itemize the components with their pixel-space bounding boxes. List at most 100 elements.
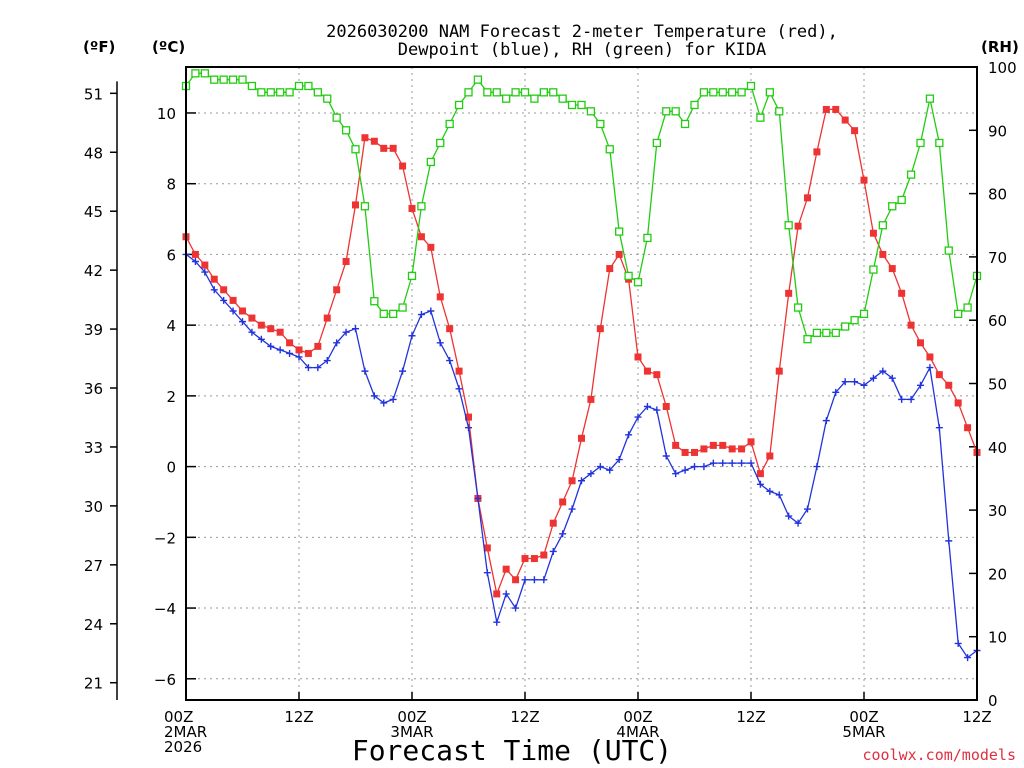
dewpoint-point — [634, 413, 642, 421]
temperature-point — [530, 555, 538, 563]
temperature-point — [191, 250, 199, 258]
dewpoint-point — [860, 381, 868, 389]
rh-point — [520, 88, 530, 97]
rh-point — [897, 195, 906, 205]
temperature-point — [691, 448, 698, 456]
temperature-point — [568, 477, 576, 485]
dewpoint-point — [540, 576, 548, 584]
dewpoint-point — [709, 459, 717, 467]
time-tick-label: 12Z — [736, 708, 765, 726]
rh-point — [822, 328, 831, 338]
time-tick-label: 00Z — [164, 708, 193, 726]
chart-title-line1: 2026030200 NAM Forecast 2-meter Temperat… — [326, 22, 838, 42]
celsius-tick-label: 10 — [157, 105, 176, 123]
temperature-point — [201, 261, 209, 269]
temperature-point — [672, 441, 680, 449]
temperature-point — [700, 445, 708, 453]
rh-point — [238, 75, 247, 84]
temperature-point — [945, 381, 953, 389]
dewpoint-point — [502, 590, 510, 598]
dewpoint-point — [568, 505, 576, 513]
temperature-point — [361, 134, 369, 142]
temperature-point — [239, 307, 246, 315]
celsius-tick-label: −6 — [154, 671, 176, 689]
dewpoint-point — [917, 381, 924, 389]
rh-point — [285, 88, 294, 97]
temperature-point — [756, 470, 764, 478]
fahrenheit-tick-label: 21 — [84, 675, 103, 693]
rh-tick-label: 10 — [988, 629, 1007, 647]
rh-unit-label: (RH) — [981, 38, 1019, 56]
dewpoint-point — [257, 335, 265, 343]
dewpoint-point — [276, 346, 284, 354]
temperature-point — [559, 498, 567, 506]
dewpoint-point — [888, 374, 896, 382]
dewpoint-point — [493, 618, 501, 626]
rh-point — [257, 88, 266, 97]
rh-point — [775, 107, 784, 116]
rh-point — [360, 202, 370, 211]
rh-point — [643, 233, 652, 243]
dewpoint-point — [879, 367, 887, 375]
temperature-point — [220, 286, 228, 294]
temperature-point — [907, 321, 915, 329]
temperature-point — [446, 325, 454, 333]
dewpoint-point — [596, 463, 604, 471]
rh-point — [511, 88, 520, 97]
rh-point — [756, 113, 765, 122]
rh-point — [671, 107, 680, 116]
rh-point — [944, 246, 953, 255]
rh-point — [445, 119, 454, 129]
rh-point — [313, 88, 322, 97]
time-tick-label: 3MAR — [390, 723, 433, 741]
temperature-point — [935, 371, 943, 379]
rh-tick-label: 60 — [988, 312, 1007, 330]
rh-point — [963, 303, 972, 312]
time-tick-label: 2026 — [164, 738, 202, 756]
rh-tick-label: 70 — [988, 249, 1007, 267]
dewpoint-point — [314, 364, 322, 372]
dewpoint-point — [672, 470, 680, 478]
rh-point — [228, 75, 238, 84]
rh-point — [191, 69, 200, 78]
rh-point — [294, 81, 304, 91]
dewpoint-point — [465, 424, 472, 432]
temperature-point — [276, 328, 284, 336]
celsius-tick-label: 4 — [166, 317, 176, 335]
rh-point — [341, 126, 351, 135]
dewpoint-point — [361, 367, 369, 375]
dewpoint-point — [239, 318, 246, 326]
time-tick-label: 5MAR — [842, 723, 885, 741]
dewpoint-point — [964, 654, 972, 662]
temperature-point — [427, 243, 435, 251]
rh-series — [181, 69, 982, 344]
rh-point — [803, 335, 812, 344]
dewpoint-point — [719, 459, 727, 467]
rh-point — [954, 309, 963, 319]
rh-point — [266, 88, 275, 97]
temperature-point — [785, 289, 793, 297]
dewpoint-point — [380, 399, 388, 407]
temperature-point — [267, 325, 275, 333]
dewpoint-point — [286, 349, 294, 357]
rh-point — [200, 69, 209, 78]
celsius-tick-label: −4 — [154, 600, 176, 618]
rh-point — [596, 119, 605, 129]
dewpoint-point — [220, 296, 228, 304]
rh-point — [916, 138, 925, 148]
dewpoint-point — [399, 367, 407, 375]
temperature-point — [370, 137, 378, 145]
rh-point — [276, 88, 285, 97]
temperature-point — [804, 194, 811, 202]
time-tick-label: 00Z — [623, 708, 652, 726]
temperature-point — [455, 367, 463, 375]
dewpoint-point — [191, 257, 199, 265]
rh-point — [624, 271, 633, 281]
temperature-point — [766, 452, 774, 460]
rh-point — [417, 202, 426, 211]
temperature-point — [653, 371, 661, 379]
dewpoint-point — [587, 470, 595, 478]
rh-point — [379, 309, 388, 319]
